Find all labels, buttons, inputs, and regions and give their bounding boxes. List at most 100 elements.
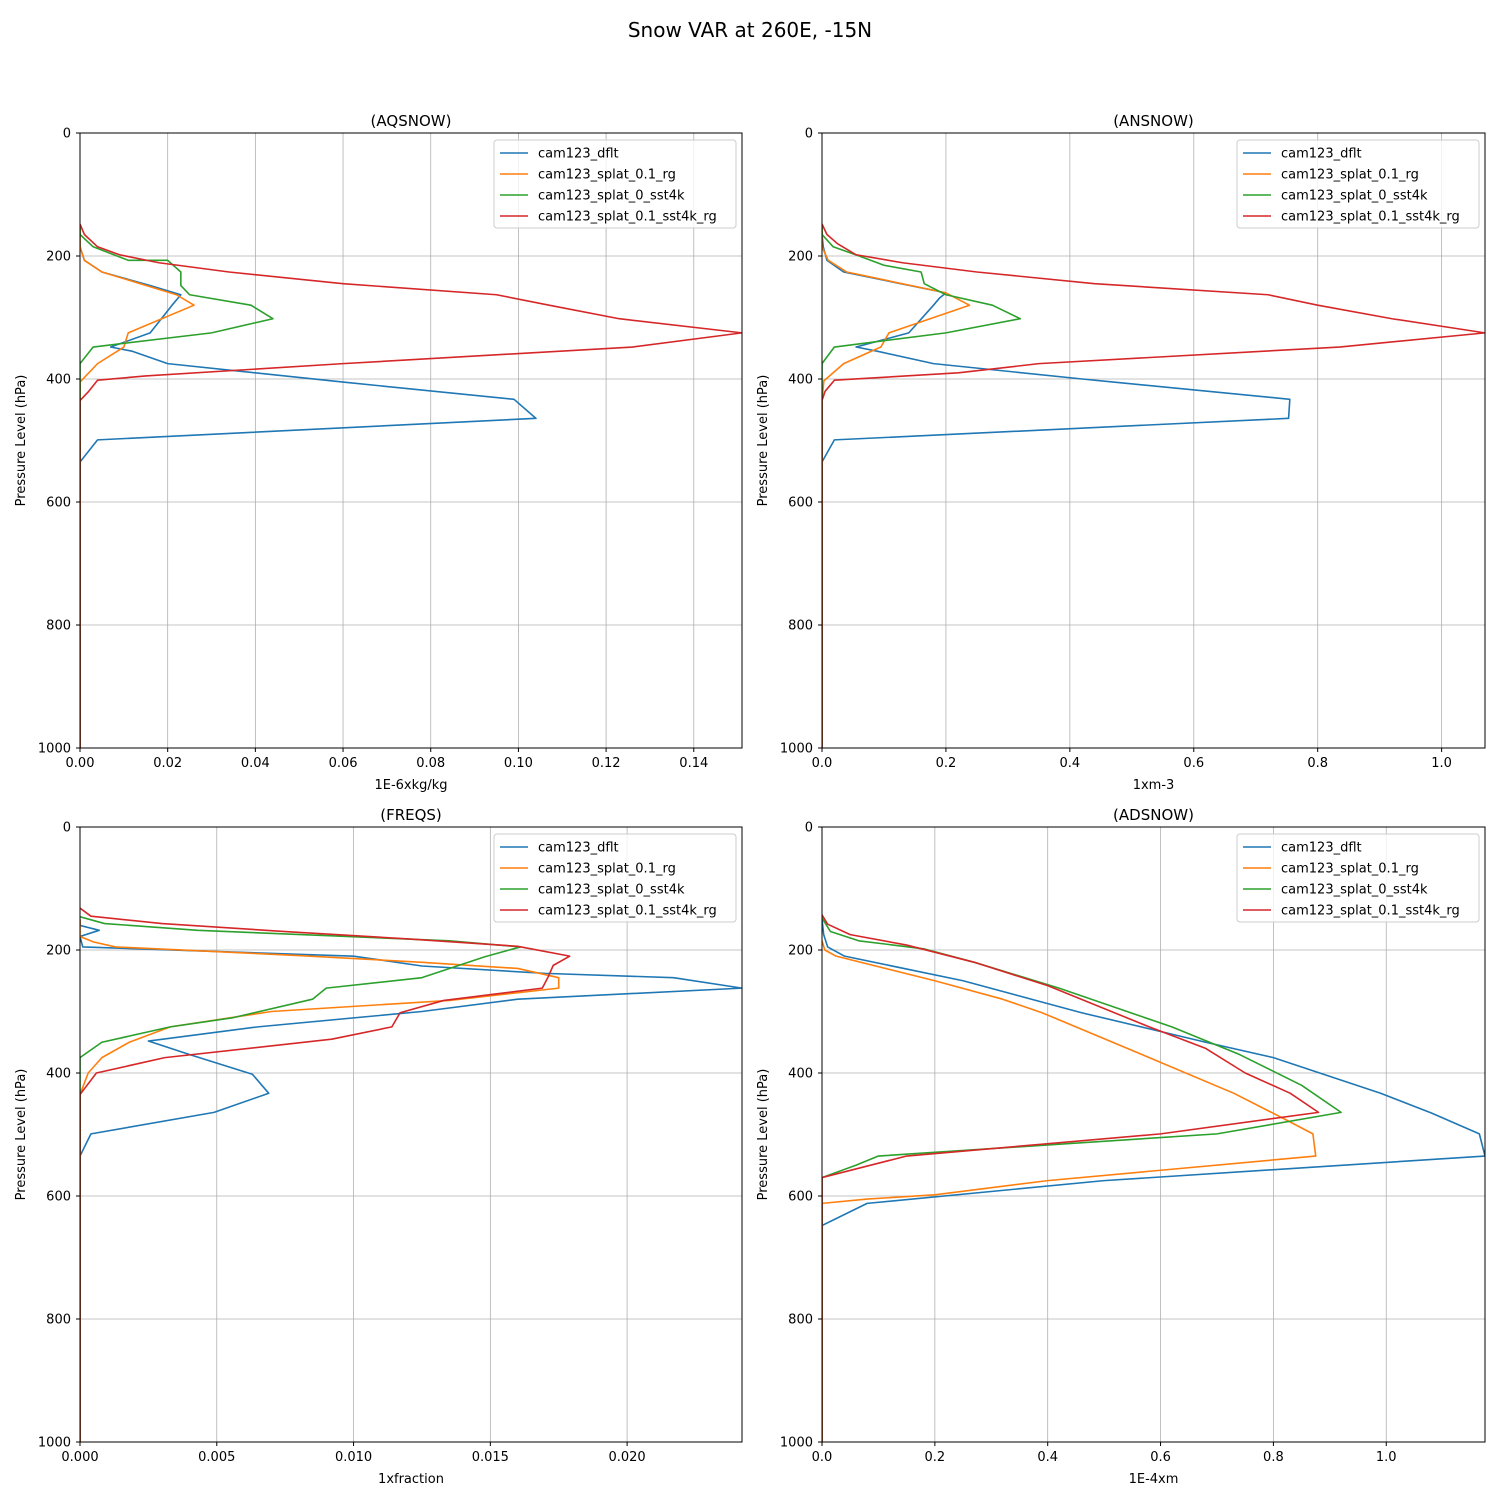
x-tick-label: 0.2 xyxy=(936,756,957,771)
y-tick-label: 0 xyxy=(805,821,813,836)
y-tick-label: 400 xyxy=(788,373,813,388)
y-axis-label: Pressure Level (hPa) xyxy=(14,1069,29,1201)
x-tick-label: 0.14 xyxy=(679,756,708,771)
y-axis-label: Pressure Level (hPa) xyxy=(756,375,771,507)
x-tick-label: 0.04 xyxy=(241,756,270,771)
series-line-cam123_splat_0_sst4k xyxy=(80,225,274,748)
y-tick-label: 200 xyxy=(788,944,813,959)
legend-label: cam123_splat_0.1_sst4k_rg xyxy=(1281,210,1460,225)
series-line-cam123_splat_0.1_sst4k_rg xyxy=(80,223,742,748)
y-tick-label: 0 xyxy=(63,821,71,836)
x-tick-label: 0.00 xyxy=(66,756,95,771)
x-tick-label: 0.8 xyxy=(1307,756,1328,771)
legend-label: cam123_splat_0.1_sst4k_rg xyxy=(538,210,717,225)
panel-title: (ANSNOW) xyxy=(1113,112,1194,130)
x-tick-label: 0.0 xyxy=(812,756,833,771)
panel-title: (AQSNOW) xyxy=(371,112,452,130)
legend: cam123_dflt cam123_splat_0.1_rg cam123_spl… xyxy=(493,139,737,229)
series-line-cam123_splat_0.1_rg xyxy=(822,940,1317,1442)
figure-title: Snow VAR at 260E, -15N xyxy=(628,18,872,42)
legend-label: cam123_splat_0_sst4k xyxy=(1281,189,1428,204)
series-line-cam123_splat_0.1_rg xyxy=(80,919,560,1442)
legend-label: cam123_splat_0.1_rg xyxy=(1281,862,1419,877)
y-tick-label: 800 xyxy=(46,1313,71,1328)
legend-box xyxy=(493,833,737,923)
series-line-cam123_splat_0_sst4k xyxy=(822,917,1342,1442)
series-line-cam123_splat_0.1_rg xyxy=(822,225,971,748)
y-tick-label: 400 xyxy=(46,373,71,388)
chart-panel: 0.0 0.2 0.4 0.6 0.8 1.0 0 200 400 600 800 1000 (ADSN… xyxy=(756,806,1486,1487)
plot-frame xyxy=(821,132,1486,749)
x-tick-label: 0.010 xyxy=(335,1450,372,1465)
legend: cam123_dflt cam123_splat_0.1_rg cam123_spl… xyxy=(1236,833,1480,923)
x-axis-label: 1xfraction xyxy=(378,1472,444,1487)
series-line-cam123_splat_0.1_sst4k_rg xyxy=(80,907,571,1442)
y-tick-label: 200 xyxy=(46,944,71,959)
chart-panel: 0.0 0.2 0.4 0.6 0.8 1.0 0 200 400 600 800 1000 (ANSN… xyxy=(756,112,1486,793)
x-tick-label: 0.005 xyxy=(198,1450,235,1465)
legend-label: cam123_dflt xyxy=(1281,841,1362,856)
y-tick-label: 0 xyxy=(805,127,813,142)
legend-label: cam123_splat_0.1_sst4k_rg xyxy=(538,904,717,919)
y-tick-label: 800 xyxy=(788,1313,813,1328)
series-line-cam123_dflt xyxy=(80,919,742,1442)
y-tick-label: 600 xyxy=(788,1190,813,1205)
legend: cam123_dflt cam123_splat_0.1_rg cam123_spl… xyxy=(493,833,737,923)
legend-label: cam123_splat_0_sst4k xyxy=(1281,883,1428,898)
series-line-cam123_dflt xyxy=(822,919,1485,1442)
legend-box xyxy=(1236,139,1480,229)
legend-label: cam123_dflt xyxy=(1281,147,1362,162)
x-axis-label: 1xm-3 xyxy=(1133,778,1175,793)
series-line-cam123_splat_0.1_sst4k_rg xyxy=(822,223,1485,748)
legend-label: cam123_splat_0.1_rg xyxy=(538,862,676,877)
x-tick-label: 0.10 xyxy=(504,756,533,771)
series-line-cam123_splat_0.1_rg xyxy=(80,225,195,748)
y-tick-label: 600 xyxy=(46,1190,71,1205)
y-axis-label: Pressure Level (hPa) xyxy=(756,1069,771,1201)
y-tick-label: 1000 xyxy=(38,742,71,757)
legend-label: cam123_splat_0.1_sst4k_rg xyxy=(1281,904,1460,919)
x-tick-label: 0.015 xyxy=(472,1450,509,1465)
x-tick-label: 1.0 xyxy=(1431,756,1452,771)
series-line-cam123_splat_0_sst4k xyxy=(80,916,522,1442)
panel-title: (FREQS) xyxy=(380,806,442,824)
legend-box xyxy=(1236,833,1480,923)
series-line-cam123_splat_0_sst4k xyxy=(822,225,1022,748)
chart-panel: 0.000 0.005 0.010 0.015 0.020 0 200 400 600 800 10… xyxy=(14,806,743,1487)
legend-label: cam123_splat_0.1_rg xyxy=(538,168,676,183)
y-tick-label: 1000 xyxy=(780,742,813,757)
x-axis-label: 1E-4xm xyxy=(1129,1472,1179,1487)
y-axis-label: Pressure Level (hPa) xyxy=(14,375,29,507)
plot-frame xyxy=(79,826,743,1443)
legend-box xyxy=(493,139,737,229)
x-tick-label: 0.6 xyxy=(1183,756,1204,771)
x-tick-label: 0.0 xyxy=(812,1450,833,1465)
chart-panel: 0.00 0.02 0.04 0.06 0.08 0.10 0.12 0.14 0 200 400 6… xyxy=(14,112,743,793)
series-line-cam123_splat_0.1_sst4k_rg xyxy=(822,914,1320,1442)
y-tick-label: 600 xyxy=(46,496,71,511)
x-tick-label: 0.4 xyxy=(1037,1450,1058,1465)
x-tick-label: 0.000 xyxy=(61,1450,98,1465)
x-tick-label: 0.02 xyxy=(153,756,182,771)
x-tick-label: 0.2 xyxy=(925,1450,946,1465)
x-tick-label: 0.06 xyxy=(329,756,358,771)
y-tick-label: 400 xyxy=(788,1067,813,1082)
y-tick-label: 400 xyxy=(46,1067,71,1082)
x-tick-label: 0.12 xyxy=(592,756,621,771)
legend: cam123_dflt cam123_splat_0.1_rg cam123_spl… xyxy=(1236,139,1480,229)
panel-title: (ADSNOW) xyxy=(1113,806,1194,824)
plot-frame xyxy=(821,826,1486,1443)
x-tick-label: 0.020 xyxy=(608,1450,645,1465)
y-tick-label: 200 xyxy=(46,250,71,265)
x-axis-label: 1E-6xkg/kg xyxy=(374,778,447,793)
plot-frame xyxy=(79,132,743,749)
x-tick-label: 0.08 xyxy=(416,756,445,771)
y-tick-label: 0 xyxy=(63,127,71,142)
y-tick-label: 200 xyxy=(788,250,813,265)
legend-label: cam123_splat_0.1_rg xyxy=(1281,168,1419,183)
x-tick-label: 0.4 xyxy=(1060,756,1081,771)
y-tick-label: 1000 xyxy=(38,1436,71,1451)
y-tick-label: 800 xyxy=(46,619,71,634)
legend-label: cam123_dflt xyxy=(538,841,619,856)
